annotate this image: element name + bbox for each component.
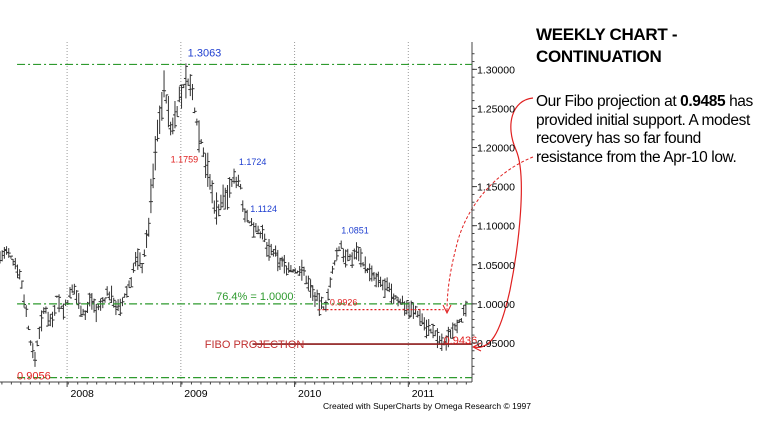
callout-arrowhead	[442, 304, 452, 315]
commentary-text-before: Our Fibo projection at	[536, 93, 681, 110]
chart-annotation-label: 0.9056	[17, 371, 51, 383]
chart-annotation-label: 1.1124	[250, 204, 277, 214]
commentary-text-after: has provided initial support. A modest r…	[536, 93, 753, 166]
chart-annotation-label: 1.1759	[171, 154, 199, 164]
chart-annotation-label: 1.1724	[239, 157, 267, 167]
chart-annotation-label: 0.9926	[330, 298, 358, 308]
y-tick-label: 1.25000	[477, 103, 515, 115]
y-tick-label: 1.20000	[477, 143, 515, 155]
x-tick-label: 2009	[184, 388, 208, 400]
y-tick-label: 0.95000	[477, 338, 515, 350]
x-tick-label: 2008	[71, 388, 95, 400]
commentary-text: Our Fibo projection at 0.9485 has provid…	[536, 93, 771, 167]
chart-annotation-label: 1.3063	[188, 47, 222, 59]
chart-annotation-label: FIBO PROJECTION	[205, 339, 305, 351]
x-tick-label: 2010	[298, 388, 322, 400]
commentary-heading: WEEKLY CHART - CONTINUATION	[536, 25, 678, 66]
y-tick-label: 1.10000	[477, 221, 515, 233]
plot-area	[0, 42, 472, 382]
x-axis-ticks: 2008 2009 2010 2011	[1, 382, 467, 400]
chart-annotation-label: 1.0851	[341, 225, 369, 235]
chart-annotation-label: 0.9436	[444, 335, 478, 347]
callout-arrows	[442, 97, 534, 352]
y-tick-label: 1.15000	[477, 182, 515, 194]
chart-footer: Created with SuperCharts by Omega Resear…	[323, 401, 531, 411]
y-tick-label: 1.00000	[477, 299, 515, 311]
chart-annotation-label: 76.4% = 1.0000	[216, 291, 293, 303]
callout-loop	[473, 97, 534, 348]
x-tick-label: 2011	[412, 388, 435, 400]
y-tick-label: 1.05000	[477, 260, 515, 272]
callout-arrowhead-level	[471, 342, 482, 352]
y-axis-ticks: 0.95000 1.00000 1.05000 1.10000 1.15000 1.200…	[472, 53, 515, 375]
chart-annotations: 1.3063 1.1759 1.1724 1.1124 1.0851 0.9926 0.94…	[17, 47, 477, 382]
commentary-highlight: 0.9485	[680, 93, 726, 110]
callout-dashed-arrow	[446, 156, 534, 313]
level-lines	[17, 63, 472, 379]
y-tick-label: 1.30000	[477, 64, 515, 76]
